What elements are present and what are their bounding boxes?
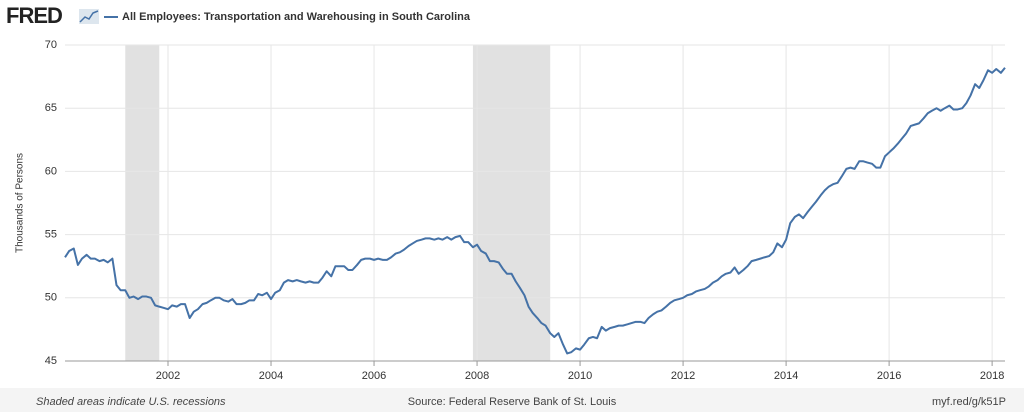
x-tick-label: 2006 [362,370,386,382]
y-tick-label: 45 [45,355,57,367]
y-tick-label: 70 [45,39,57,51]
x-tick-label: 2004 [259,370,283,382]
logo[interactable]: FRED [6,3,63,28]
x-tick-label: 2016 [877,370,901,382]
footer-link[interactable]: myf.red/g/k51P [932,396,1006,408]
series-line [64,67,1006,355]
y-tick-label: 50 [45,292,57,304]
y-tick-label: 65 [45,102,57,114]
legend-title: All Employees: Transportation and Wareho… [122,11,471,23]
x-tick-label: 2012 [671,370,695,382]
y-tick-label: 60 [45,165,57,177]
logo-icon [79,9,99,24]
recession-band [472,45,551,361]
footer-source: Source: Federal Reserve Bank of St. Loui… [408,396,617,408]
x-tick-label: 2018 [980,370,1004,382]
x-tick-label: 2014 [774,370,798,382]
x-tick-label: 2010 [568,370,592,382]
footer-band [0,388,1024,412]
footer-note: Shaded areas indicate U.S. recessions [36,396,226,408]
x-tick-label: 2002 [156,370,180,382]
y-tick-label: 55 [45,229,57,241]
recession-band [125,45,160,361]
y-axis-label: Thousands of Persons [15,153,26,253]
x-tick-label: 2008 [465,370,489,382]
